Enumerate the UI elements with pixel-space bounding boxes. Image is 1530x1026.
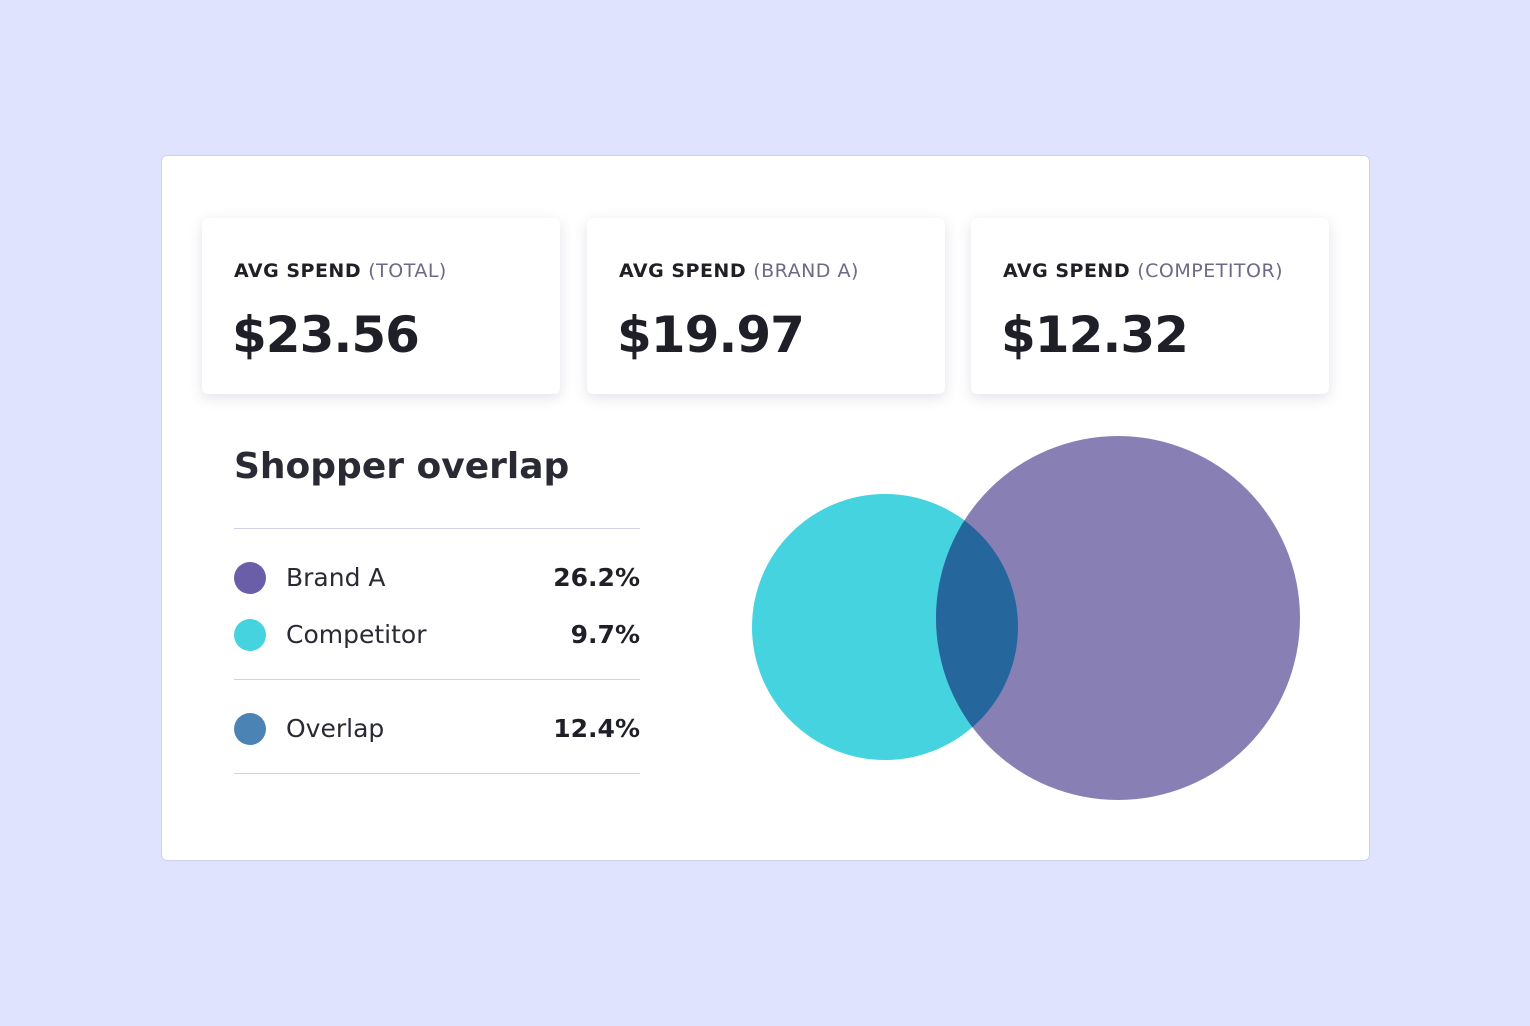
legend-name: Overlap <box>286 714 385 743</box>
venn-diagram <box>752 436 1300 800</box>
legend-row: Competitor 9.7% <box>234 618 640 652</box>
card-label: AVG SPEND (TOTAL) <box>234 260 447 282</box>
divider <box>234 679 640 680</box>
legend-dot <box>234 619 266 651</box>
label-text: AVG SPEND <box>619 260 747 282</box>
legend-row: Brand A 26.2% <box>234 561 640 595</box>
legend-name: Brand A <box>286 563 386 592</box>
label-qualifier: (COMPETITOR) <box>1137 260 1284 282</box>
legend-value: 26.2% <box>553 563 640 592</box>
card-value: $12.32 <box>1001 306 1189 364</box>
card-value: $19.97 <box>617 306 805 364</box>
brand-circle <box>936 436 1300 800</box>
card-value: $23.56 <box>232 306 420 364</box>
legend-row: Overlap 12.4% <box>234 712 640 746</box>
stat-card: AVG SPEND (COMPETITOR) $12.32 <box>971 218 1329 394</box>
divider <box>234 773 640 774</box>
label-text: AVG SPEND <box>234 260 362 282</box>
card-label: AVG SPEND (COMPETITOR) <box>1003 260 1283 282</box>
legend-dot <box>234 713 266 745</box>
legend-value: 9.7% <box>570 620 640 649</box>
label-qualifier: (BRAND A) <box>753 260 859 282</box>
card-label: AVG SPEND (BRAND A) <box>619 260 859 282</box>
dashboard-panel: AVG SPEND (TOTAL) $23.56 AVG SPEND (BRAN… <box>161 155 1370 861</box>
legend-dot <box>234 562 266 594</box>
stat-card: AVG SPEND (BRAND A) $19.97 <box>587 218 945 394</box>
section-title: Shopper overlap <box>234 446 570 487</box>
legend-name: Competitor <box>286 620 427 649</box>
legend-value: 12.4% <box>553 714 640 743</box>
label-text: AVG SPEND <box>1003 260 1131 282</box>
divider <box>234 528 640 529</box>
stat-card: AVG SPEND (TOTAL) $23.56 <box>202 218 560 394</box>
label-qualifier: (TOTAL) <box>368 260 447 282</box>
